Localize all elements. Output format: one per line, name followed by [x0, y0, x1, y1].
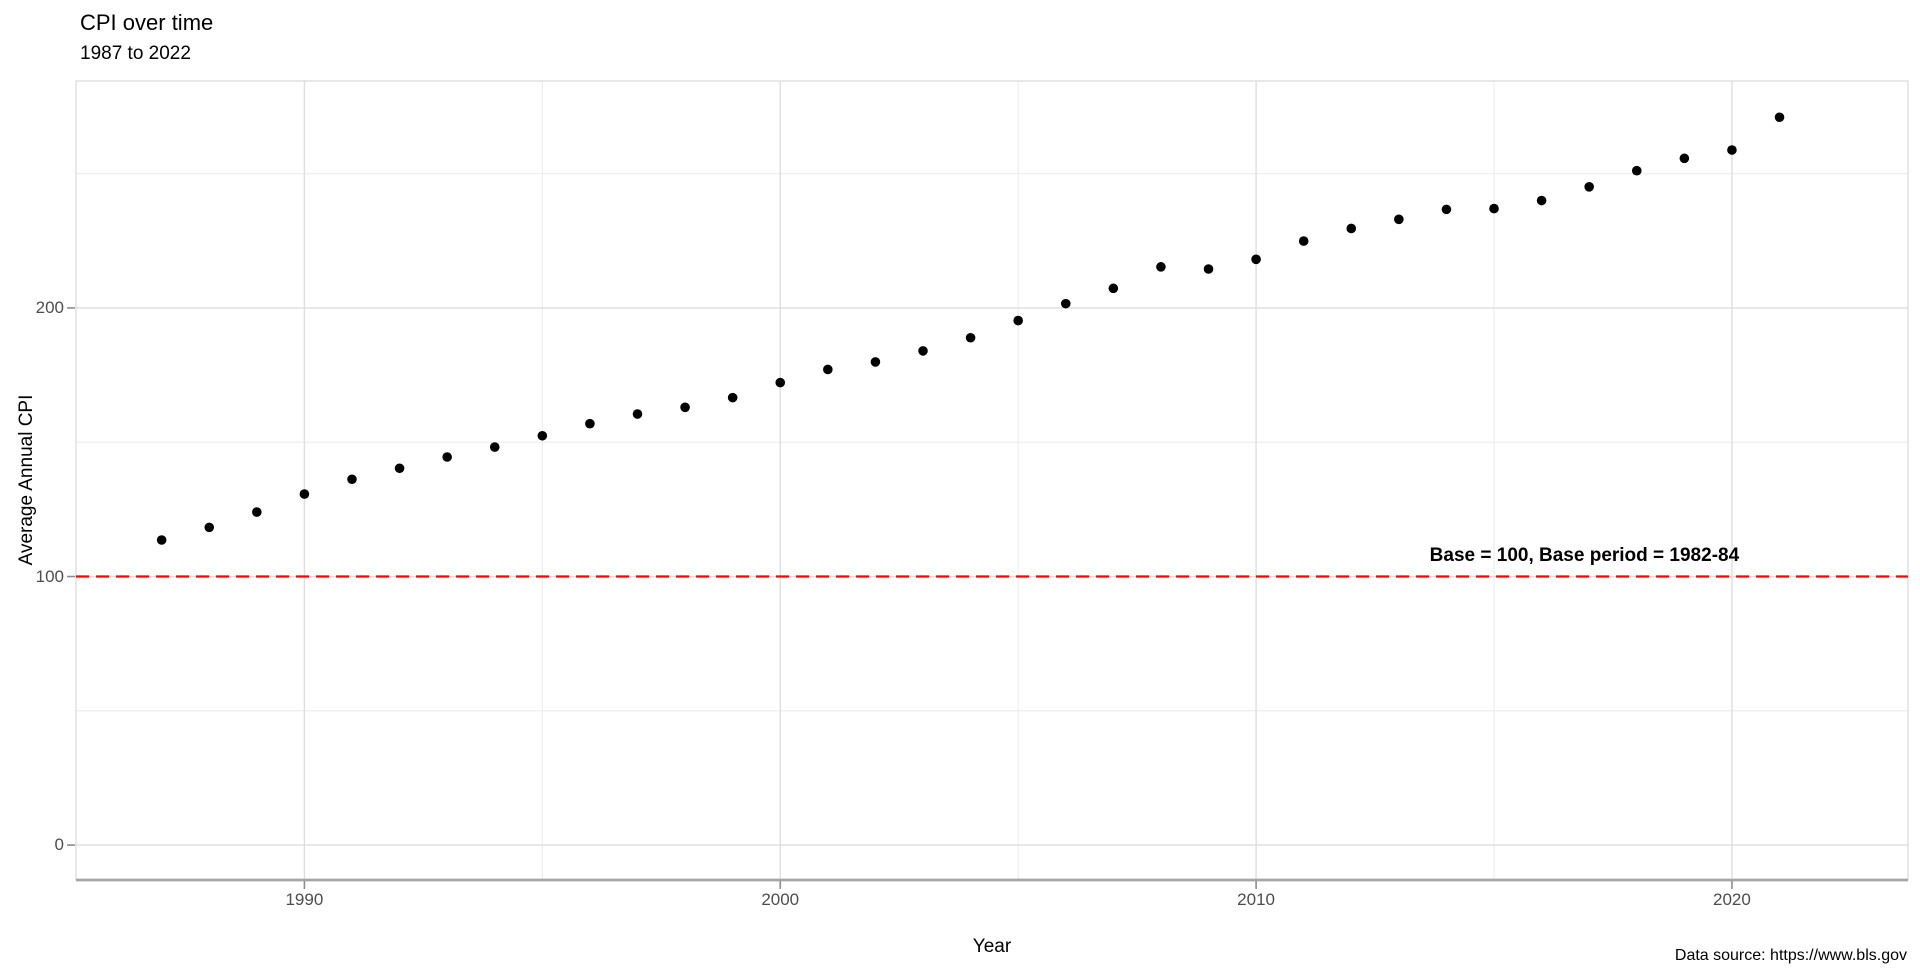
data-point — [727, 392, 738, 403]
x-axis-title: Year — [972, 936, 1012, 957]
data-point — [585, 418, 595, 429]
data-point — [823, 364, 833, 375]
data-point — [775, 377, 786, 388]
data-point — [1108, 283, 1119, 294]
panel-background — [76, 81, 1908, 880]
data-point — [347, 474, 357, 485]
data-point — [394, 463, 405, 474]
data-point — [1013, 315, 1023, 326]
data-point — [965, 332, 976, 343]
base-period-annotation: Base = 100, Base period = 1982-84 — [1429, 545, 1740, 567]
data-point — [1631, 165, 1642, 176]
data-point — [1346, 223, 1357, 234]
data-point — [537, 430, 548, 441]
x-tick-label: 2010 — [1237, 890, 1275, 909]
data-point — [1251, 254, 1261, 265]
data-point — [1203, 264, 1214, 274]
data-point — [1679, 153, 1690, 164]
x-tick-label: 2020 — [1713, 890, 1751, 909]
chart-title: CPI over time — [80, 10, 214, 35]
data-point — [252, 507, 262, 517]
data-point — [918, 346, 928, 356]
data-point — [1156, 262, 1166, 272]
data-point — [870, 357, 881, 367]
chart-subtitle: 1987 to 2022 — [80, 43, 191, 64]
data-point — [442, 452, 452, 462]
y-tick-label: 0 — [54, 835, 64, 855]
data-point — [1394, 214, 1404, 225]
data-point — [299, 489, 310, 499]
data-point — [1536, 195, 1547, 206]
y-axis-title: Average Annual CPI — [16, 394, 37, 566]
data-point — [1060, 298, 1071, 309]
data-point — [1441, 204, 1452, 215]
data-point — [204, 522, 215, 533]
data-point — [1584, 182, 1594, 192]
data-source-caption: Data source: https://www.bls.gov — [1674, 947, 1907, 964]
data-point — [632, 409, 643, 419]
x-tick-label: 1990 — [285, 890, 324, 909]
x-tick-label: 2000 — [761, 890, 800, 909]
data-point — [1774, 112, 1785, 123]
data-point — [680, 402, 690, 413]
data-point — [1489, 203, 1499, 214]
y-tick-label: 100 — [35, 566, 64, 586]
data-point — [1298, 236, 1309, 246]
data-point — [1727, 145, 1737, 155]
data-point — [156, 535, 167, 545]
y-tick-label: 200 — [35, 297, 64, 317]
data-point — [489, 442, 500, 452]
